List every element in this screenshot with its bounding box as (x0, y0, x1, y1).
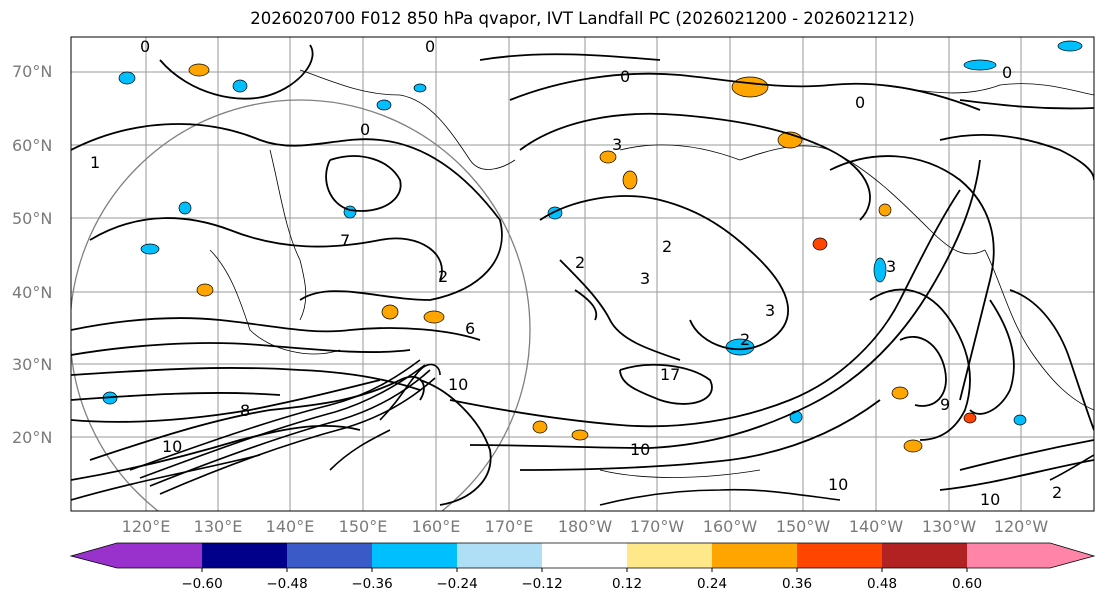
anomaly-patches (102, 40, 1083, 453)
contour-label: 2 (1052, 483, 1062, 502)
lon-label-160w: 160°W (702, 517, 758, 536)
contour-label: 10 (980, 490, 1000, 509)
colorbar-tick-label: −0.24 (436, 576, 478, 592)
contour-label-group: 0 0 0 0 0 0 1 2 2 2 2 3 3 3 3 6 7 8 9 10… (90, 37, 1062, 509)
map-area: 0 0 0 0 0 0 1 2 2 2 2 3 3 3 3 6 7 8 9 10… (71, 37, 1094, 511)
contour-label: 1 (90, 153, 100, 172)
lon-label-130w: 130°W (921, 517, 977, 536)
contour-label: 10 (448, 375, 468, 394)
contour-label: 10 (828, 475, 848, 494)
lon-label-120w: 120°W (993, 517, 1049, 536)
colorbar-bin (542, 543, 628, 568)
colorbar-tick-label: 0.36 (781, 576, 813, 592)
range-circle (71, 99, 531, 511)
colorbar-bin (117, 543, 203, 568)
coastlines (209, 69, 1094, 478)
contour-label: 9 (940, 395, 950, 414)
colorbar (69, 542, 1096, 572)
contour-label: 3 (640, 269, 650, 288)
colorbar-bin (372, 543, 458, 568)
map-frame (70, 36, 1095, 512)
lon-label-130e: 130°E (193, 517, 243, 536)
lon-label-160e: 160°E (411, 517, 461, 536)
contour-label: 3 (886, 257, 896, 276)
contour-label: 0 (140, 37, 150, 56)
colorbar-bin (797, 543, 883, 568)
map-title: 2026020700 F012 850 hPa qvapor, IVT Land… (250, 9, 915, 28)
contour-label: 6 (465, 319, 475, 338)
contour-label: 0 (620, 67, 630, 86)
colorbar-tick-label: 0.48 (866, 576, 898, 592)
contour-label: 10 (630, 440, 650, 459)
contour-label: 17 (660, 365, 680, 384)
colorbar-bin (967, 543, 1050, 568)
colorbar-tick-label: 0.60 (951, 576, 983, 592)
colorbar-tick-label: −0.48 (266, 576, 308, 592)
lat-label-70n: 70°N (12, 62, 53, 81)
colorbar-tick-label: 0.12 (611, 576, 643, 592)
contour-label: 2 (575, 253, 585, 272)
colorbar-bin (457, 543, 543, 568)
lon-label-140w: 140°W (848, 517, 904, 536)
ar-contours (71, 359, 1094, 506)
lat-label-40n: 40°N (12, 283, 53, 302)
contour-label: 7 (340, 231, 350, 250)
contour-label: 0 (360, 120, 370, 139)
colorbar-bin (712, 543, 798, 568)
colorbar-bin (202, 543, 288, 568)
lon-label-170w: 170°W (629, 517, 685, 536)
colorbar-outline (69, 542, 1096, 569)
contour-label: 2 (740, 330, 750, 349)
colorbar-tick-label: −0.12 (521, 576, 563, 592)
colorbar-bin (287, 543, 373, 568)
contour-label: 2 (438, 267, 448, 286)
colorbar-tick-label: 0.24 (696, 576, 728, 592)
lon-label-150w: 150°W (775, 517, 831, 536)
colorbar-tick-label: −0.60 (181, 576, 223, 592)
lon-label-170e: 170°E (484, 517, 534, 536)
contour-label: 8 (240, 401, 250, 420)
colorbar-tick-label: −0.36 (351, 576, 393, 592)
contour-label: 0 (855, 93, 865, 112)
lon-label-180w: 180°W (557, 517, 613, 536)
lat-label-20n: 20°N (12, 428, 53, 447)
lon-label-140e: 140°E (265, 517, 315, 536)
contour-label: 0 (425, 37, 435, 56)
contour-label: 3 (765, 301, 775, 320)
lat-label-50n: 50°N (12, 209, 53, 228)
colorbar-bin (627, 543, 713, 568)
colorbar-bin (882, 543, 968, 568)
colorbar-extend-low (71, 543, 117, 568)
colorbar-extend-high (1050, 543, 1094, 568)
contour-label: 0 (1002, 63, 1012, 82)
lat-label-60n: 60°N (12, 136, 53, 155)
contour-label: 2 (662, 237, 672, 256)
contour-label: 10 (162, 437, 182, 456)
contour-label: 3 (612, 135, 622, 154)
colorbar-ticks (201, 568, 968, 572)
lon-label-150e: 150°E (338, 517, 388, 536)
lon-label-120e: 120°E (121, 517, 171, 536)
lat-label-30n: 30°N (12, 355, 53, 374)
